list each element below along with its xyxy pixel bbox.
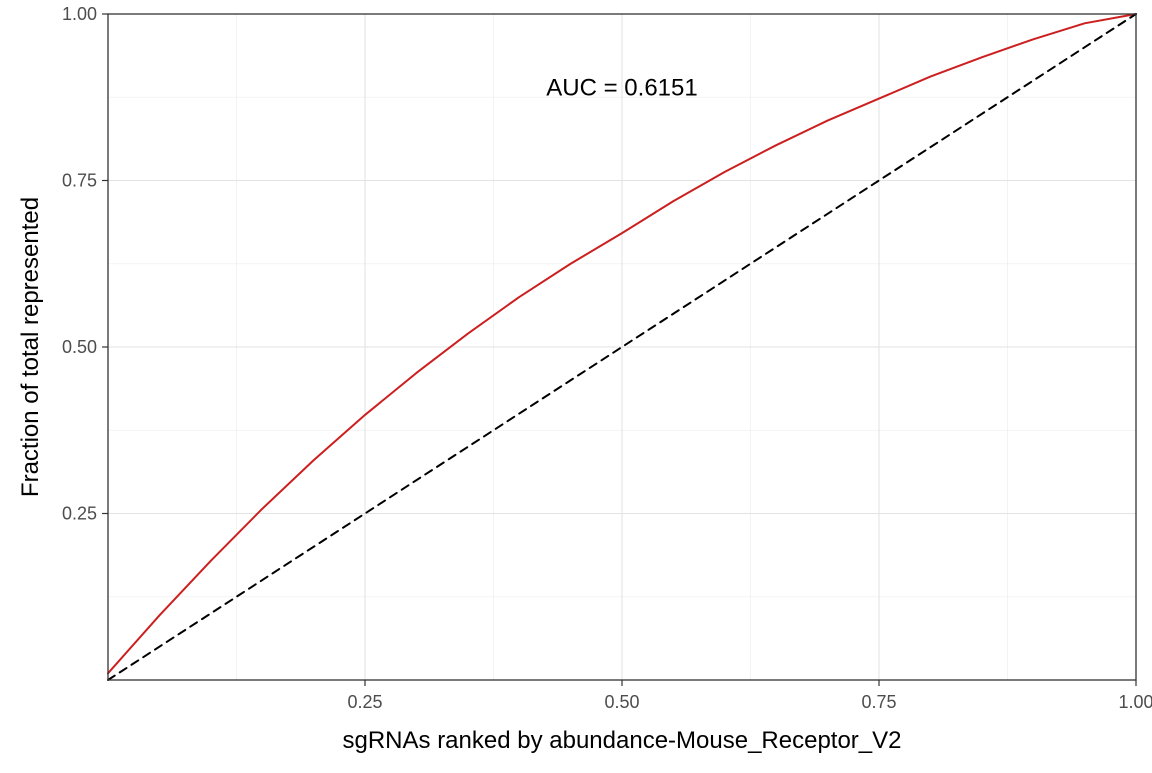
x-tick-label: 1.00 — [1118, 692, 1152, 712]
y-axis-title: Fraction of total represented — [17, 197, 44, 497]
x-tick-label: 0.25 — [347, 692, 382, 712]
y-tick-label: 0.75 — [62, 171, 97, 191]
x-axis: 0.25 0.50 0.75 1.00 — [347, 680, 1152, 712]
reference-diagonal-line — [107, 13, 1137, 681]
x-tick-label: 0.75 — [861, 692, 896, 712]
auc-annotation: AUC = 0.6151 — [546, 74, 697, 101]
cumulative-curve-line — [107, 13, 1137, 675]
y-tick-label: 1.00 — [62, 4, 97, 24]
x-tick-label: 0.50 — [604, 692, 639, 712]
y-tick-label: 0.25 — [62, 504, 97, 524]
y-axis: 0.25 0.50 0.75 1.00 — [62, 4, 108, 524]
y-tick-label: 0.50 — [62, 337, 97, 357]
x-axis-title: sgRNAs ranked by abundance-Mouse_Recepto… — [343, 727, 902, 754]
series-layer — [107, 13, 1137, 681]
